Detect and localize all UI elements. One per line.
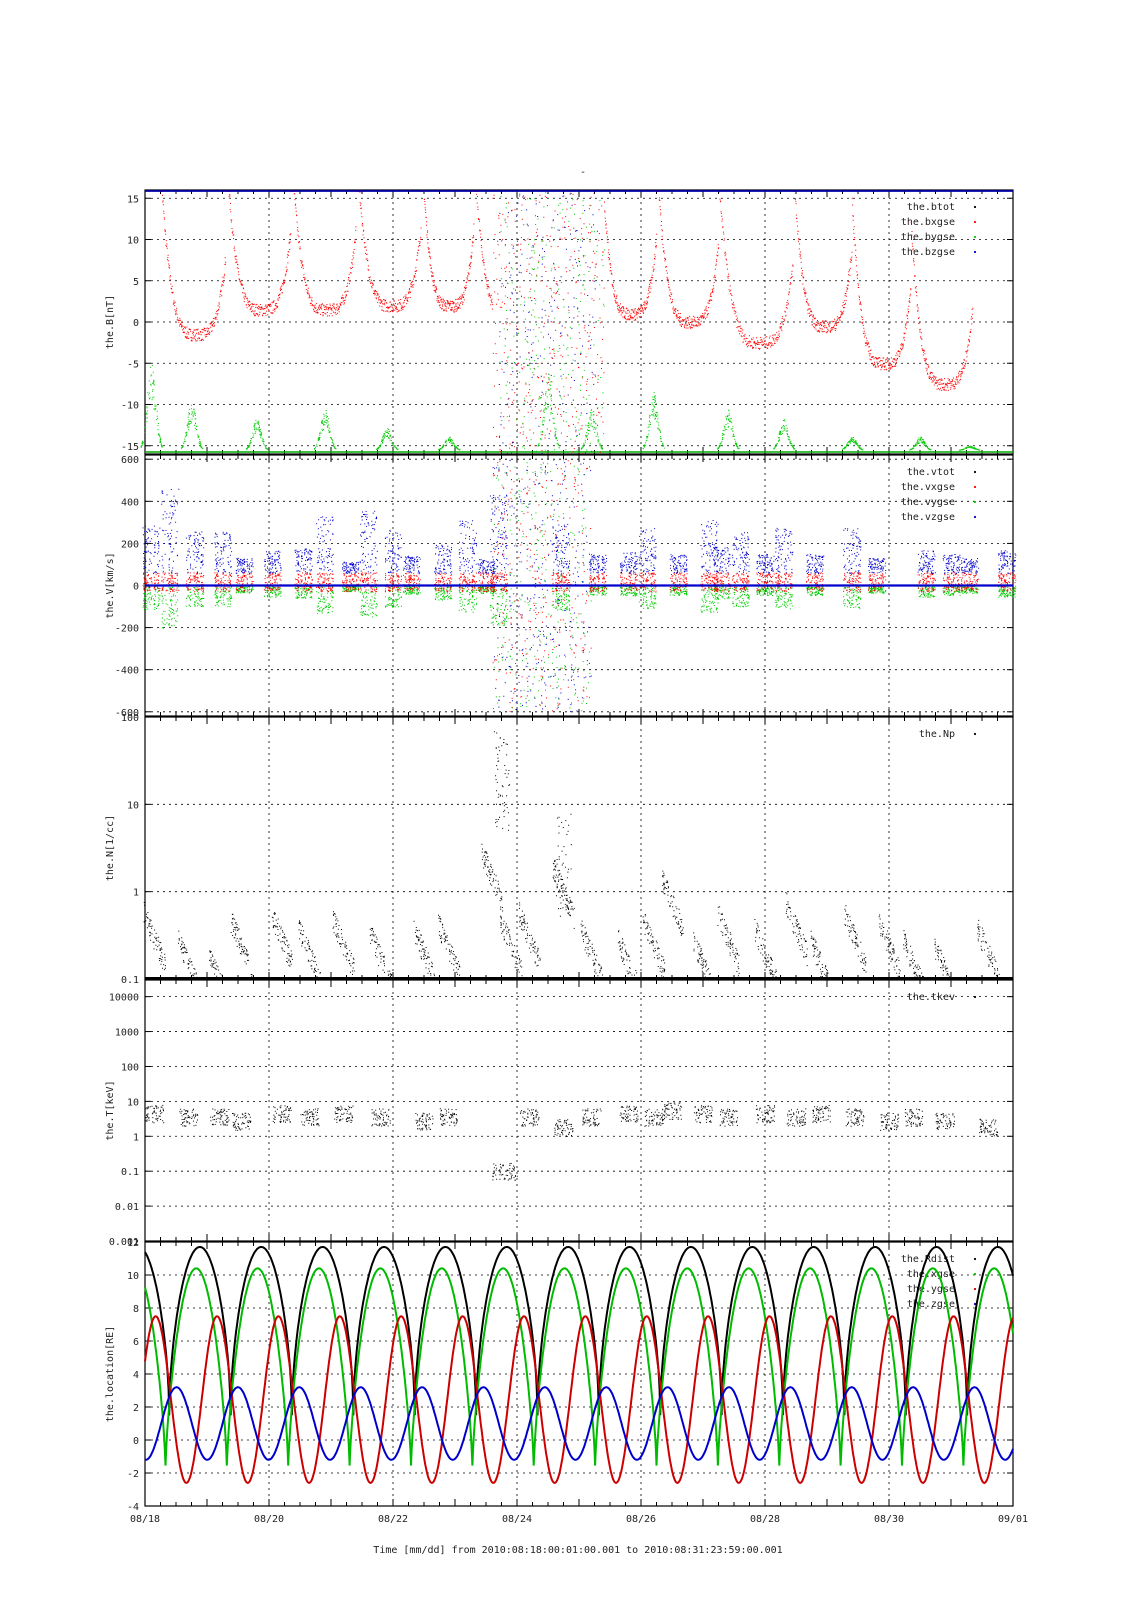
legend-marker [973, 235, 977, 239]
series-the-ygse [144, 1315, 1014, 1484]
y-tick-label: 0 [133, 1436, 139, 1447]
y-tick-label: 0.1 [121, 1167, 139, 1178]
series-bxgse [160, 191, 974, 454]
legend-marker [973, 1302, 977, 1306]
y-tick-label: -2 [127, 1469, 139, 1480]
legend-label: the.bxgse [901, 217, 955, 228]
y-tick-label: -10 [121, 401, 139, 412]
legend-marker [973, 1287, 977, 1291]
legend-label: the.tkev [907, 992, 955, 1003]
legend-label: the.zgse [907, 1299, 955, 1310]
y-tick-label: 10 [127, 800, 139, 811]
legend-label: the.ygse [907, 1284, 955, 1295]
y-tick-label: 200 [121, 539, 139, 550]
x-tick-label: 08/18 [130, 1514, 160, 1525]
panel-density: 0.1 1 10 100 the.N[1/cc] the.Np [105, 713, 1014, 986]
y-axis-label: the.location[RE] [105, 1326, 116, 1422]
y-tick-label: 1 [133, 888, 139, 899]
y-tick-label: 4 [133, 1370, 139, 1381]
legend-marker [973, 1272, 977, 1276]
legend-marker [973, 485, 977, 489]
series-tkev [145, 1102, 999, 1181]
panel-b-field: -15 -10 -5 0 5 10 15 the.B[nT] the.btot the.bxgse… [105, 189, 1014, 455]
series-bzgse [498, 193, 598, 454]
legend-label: the.vtot [907, 467, 955, 478]
legend-label: the.bygse [901, 232, 955, 243]
y-tick-label: 600 [121, 455, 139, 466]
series-the-xgse [144, 1267, 1014, 1466]
y-tick-label: -15 [121, 442, 139, 453]
y-tick-label: 1 [133, 1132, 139, 1143]
y-tick-label: 10 [127, 1097, 139, 1108]
legend-label: the.Np [919, 729, 955, 740]
y-axis-label: the.V[km/s] [105, 552, 116, 618]
y-tick-label: 400 [121, 497, 139, 508]
panel-location: -4 -2 0 2 4 6 8 10 12 the.location[RE] the.Rdist th… [105, 1238, 1028, 1525]
y-tick-label: -600 [115, 708, 139, 719]
legend-label: the.xgse [907, 1269, 955, 1280]
legend-label: the.Rdist [901, 1254, 955, 1265]
y-tick-label: 1000 [115, 1028, 139, 1039]
x-tick-label: 09/01 [998, 1514, 1028, 1525]
panel-temperature: 0.001 0.01 0.1 1 10 100 1000 10000 the.T[keV] the… [105, 979, 1014, 1248]
plot-frame [144, 1241, 1014, 1507]
plot-frame [144, 189, 1014, 455]
y-tick-label: 15 [127, 194, 139, 205]
legend-marker [973, 500, 977, 504]
legend-label: the.vxgse [901, 482, 955, 493]
legend-label: the.bzgse [901, 247, 955, 258]
x-axis-title: Time [mm/dd] from 2010:08:18:00:01:00.00… [373, 1545, 782, 1556]
y-tick-label: 0.1 [121, 975, 139, 986]
legend-marker [973, 515, 977, 519]
y-tick-label: 10 [127, 236, 139, 247]
y-tick-label: 100 [121, 713, 139, 724]
series-the-zgse [144, 1386, 1014, 1461]
x-tick-label: 08/26 [626, 1514, 656, 1525]
legend-marker [973, 220, 977, 224]
y-tick-label: 0.01 [115, 1202, 139, 1213]
y-tick-label: 0 [133, 582, 139, 593]
y-tick-label: -5 [127, 359, 139, 370]
legend-marker [973, 1257, 977, 1261]
y-tick-label: -200 [115, 624, 139, 635]
y-tick-label: 100 [121, 1062, 139, 1073]
y-axis-label: the.N[1/cc] [105, 815, 116, 881]
legend-marker [973, 732, 977, 736]
legend-label: the.vzgse [901, 512, 955, 523]
y-tick-label: 8 [133, 1304, 139, 1315]
top-mark: - [580, 167, 586, 178]
y-tick-label: 6 [133, 1337, 139, 1348]
y-axis-label: the.B[nT] [105, 295, 116, 349]
y-tick-label: 2 [133, 1403, 139, 1414]
y-tick-label: -4 [127, 1502, 139, 1513]
y-tick-label: 0.001 [109, 1237, 139, 1248]
plot-frame [144, 979, 1014, 1242]
series-Np [143, 731, 1001, 979]
panel-velocity: -600 -400 -200 0 200 400 600 the.V[km/s] the.vto… [105, 454, 1017, 719]
legend-marker [973, 205, 977, 209]
legend-label: the.vygse [901, 497, 955, 508]
y-axis-label: the.T[keV] [105, 1080, 116, 1140]
y-tick-label: 10000 [109, 993, 139, 1004]
y-tick-label: -400 [115, 666, 139, 677]
x-tick-label: 08/20 [254, 1514, 284, 1525]
legend-marker [973, 250, 977, 254]
y-tick-label: 10 [127, 1271, 139, 1282]
x-tick-label: 08/24 [502, 1514, 532, 1525]
x-tick-label: 08/22 [378, 1514, 408, 1525]
legend-marker [973, 470, 977, 474]
y-tick-label: 5 [133, 277, 139, 288]
legend-marker [973, 995, 977, 999]
plot-frame [144, 716, 1014, 980]
x-tick-label: 08/28 [750, 1514, 780, 1525]
y-tick-label: 0 [133, 318, 139, 329]
x-tick-label: 08/30 [874, 1514, 904, 1525]
legend-label: the.btot [907, 202, 955, 213]
y-tick-label: 12 [127, 1238, 139, 1249]
